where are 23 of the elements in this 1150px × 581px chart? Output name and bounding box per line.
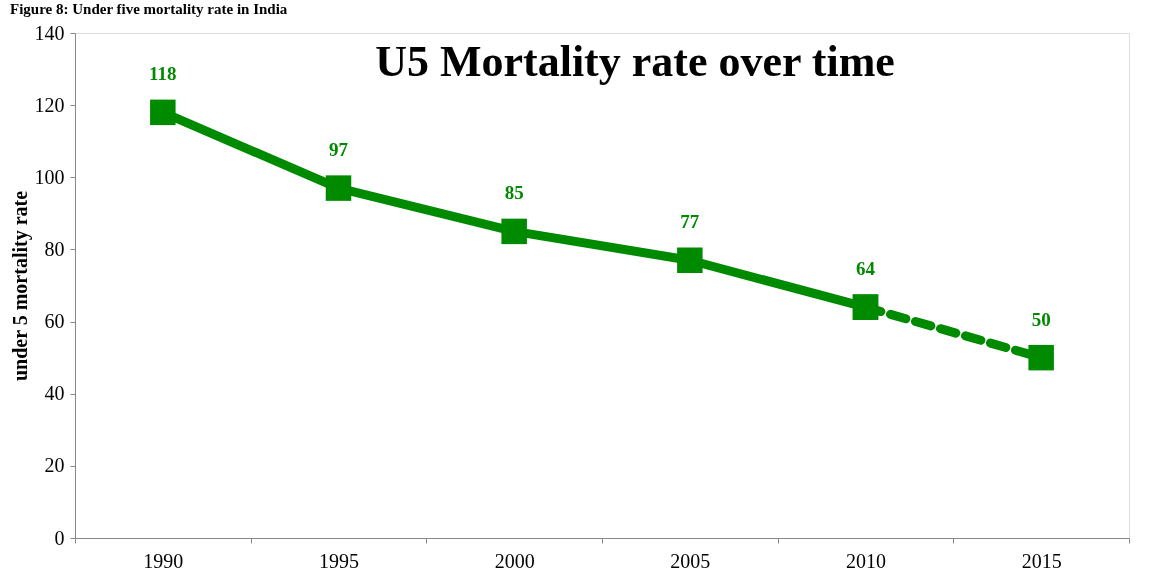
x-tick-label: 2015 — [1021, 549, 1062, 572]
y-tick-label: 60 — [44, 310, 65, 333]
y-axis-title: under 5 mortality rate — [8, 190, 32, 382]
data-label: 97 — [329, 139, 349, 161]
x-tick-label: 2010 — [846, 549, 886, 572]
data-label: 118 — [149, 63, 177, 85]
y-tick-label: 20 — [44, 454, 65, 477]
y-tick-label: 0 — [54, 526, 65, 549]
y-tick-label: 100 — [34, 165, 65, 188]
data-label: 85 — [504, 182, 524, 204]
x-tick-label: 1990 — [143, 549, 184, 572]
data-label: 64 — [856, 258, 876, 280]
data-label: 77 — [680, 211, 700, 233]
x-tick-label: 2000 — [494, 549, 535, 572]
caption: Figure 8: Under five mortality rate in India — [10, 1, 288, 17]
y-tick-label: 120 — [34, 93, 65, 116]
chart-title: U5 Mortality rate over time — [375, 37, 895, 86]
x-tick-label: 1995 — [319, 549, 359, 572]
y-tick-label: 140 — [34, 21, 65, 44]
y-tick-label: 80 — [44, 237, 65, 260]
data-label: 50 — [1031, 308, 1051, 330]
y-tick-label: 40 — [44, 382, 65, 405]
x-tick-label: 2005 — [670, 549, 711, 572]
